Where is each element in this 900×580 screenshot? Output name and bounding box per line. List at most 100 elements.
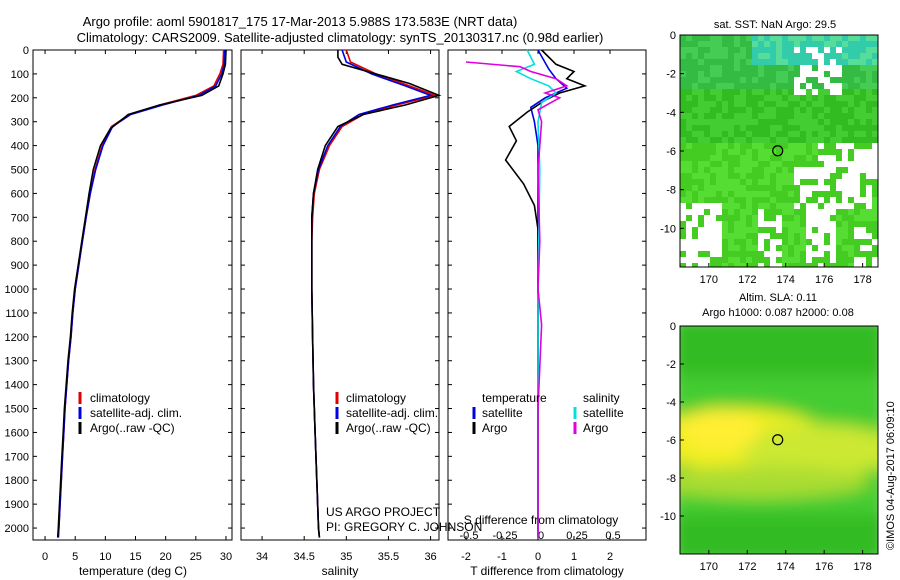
- sst-cell: [812, 179, 819, 186]
- sst-cell: [752, 203, 759, 210]
- sst-cell: [836, 251, 843, 258]
- sst-cell: [698, 137, 705, 144]
- sst-cell: [746, 257, 753, 264]
- sst-cell: [704, 89, 711, 96]
- depth-tick-label: 400: [11, 141, 29, 153]
- sst-cell: [848, 161, 855, 168]
- sst-cell: [752, 47, 759, 54]
- depth-tick-label: 500: [11, 165, 29, 177]
- sst-cell: [842, 107, 849, 114]
- sst-cell: [740, 149, 747, 156]
- sst-cell: [776, 149, 783, 156]
- sst-cell: [848, 233, 855, 240]
- sst-cell: [680, 65, 687, 72]
- sst-cell: [812, 83, 819, 90]
- sst-cell: [854, 185, 861, 192]
- sst-cell: [710, 113, 717, 120]
- sst-cell: [782, 227, 789, 234]
- sst-cell: [854, 143, 861, 150]
- sst-cell: [770, 185, 777, 192]
- sst-cell: [758, 227, 765, 234]
- sst-cell: [734, 143, 741, 150]
- sst-cell: [764, 113, 771, 120]
- sst-cell: [740, 257, 747, 264]
- sst-cell: [686, 227, 693, 234]
- sst-cell: [818, 263, 825, 267]
- sst-cell: [782, 89, 789, 96]
- sst-cell: [698, 191, 705, 198]
- sst-cell: [836, 59, 843, 66]
- sst-cell: [722, 257, 729, 264]
- sst-cell: [812, 59, 819, 66]
- sst-cell: [788, 239, 795, 246]
- sst-cell: [830, 77, 837, 84]
- sst-cell: [722, 173, 729, 180]
- sst-cell: [770, 257, 777, 264]
- sst-cell: [686, 71, 693, 78]
- depth-tick-label: 1000: [5, 284, 29, 296]
- sst-cell: [866, 107, 873, 114]
- sst-cell: [764, 59, 771, 66]
- sst-cell: [722, 263, 729, 267]
- x-tick-label: -1: [497, 551, 507, 563]
- sst-cell: [746, 245, 753, 252]
- sst-cell: [776, 71, 783, 78]
- sst-cell: [800, 125, 807, 132]
- sst-cell: [866, 155, 873, 162]
- sst-cell: [806, 65, 813, 72]
- sst-cell: [860, 89, 867, 96]
- legend-label-satellite: satellite-adj. clim.: [346, 406, 438, 420]
- sst-cell: [866, 215, 873, 222]
- sst-cell: [752, 125, 759, 132]
- sst-cell: [812, 239, 819, 246]
- sst-cell: [794, 251, 801, 258]
- sst-cell: [734, 209, 741, 216]
- sst-cell: [818, 131, 825, 138]
- sst-cell: [794, 209, 801, 216]
- sst-cell: [710, 131, 717, 138]
- sst-cell: [824, 209, 831, 216]
- sst-cell: [740, 191, 747, 198]
- sst-cell: [866, 89, 873, 96]
- sst-cell: [842, 257, 849, 264]
- sst-cell: [764, 257, 771, 264]
- sst-cell: [824, 95, 831, 102]
- sst-cell: [752, 113, 759, 120]
- sst-cell: [710, 137, 717, 144]
- sst-cell: [740, 215, 747, 222]
- sst-cell: [794, 65, 801, 72]
- sst-cell: [734, 173, 741, 180]
- sst-cell: [752, 137, 759, 144]
- sst-cell: [704, 53, 711, 60]
- sst-cell: [842, 125, 849, 132]
- sst-cell: [758, 113, 765, 120]
- sst-cell: [782, 65, 789, 72]
- s-tick-label: -0.25: [492, 530, 517, 542]
- sst-cell: [704, 257, 711, 264]
- sst-cell: [800, 191, 807, 198]
- sst-cell: [872, 191, 878, 198]
- series-line-argo: [56, 49, 227, 538]
- sst-cell: [860, 251, 867, 258]
- sst-cell: [704, 137, 711, 144]
- sst-cell: [746, 65, 753, 72]
- sst-cell: [806, 47, 813, 54]
- sst-cell: [758, 239, 765, 246]
- sst-cell: [842, 35, 849, 42]
- sst-cell: [806, 77, 813, 84]
- sst-cell: [686, 209, 693, 216]
- sst-cell: [692, 113, 699, 120]
- sst-cell: [800, 53, 807, 60]
- sst-cell: [680, 59, 687, 66]
- sst-cell: [860, 221, 867, 228]
- sla-map-axes: 170 172 174 176 178 0 -2 -4 -6 -8 -10: [660, 321, 872, 573]
- sst-cell: [806, 113, 813, 120]
- sst-cell: [830, 191, 837, 198]
- sst-cell: [746, 143, 753, 150]
- sst-cell: [824, 215, 831, 222]
- sst-cell: [728, 47, 735, 54]
- sst-cell: [758, 71, 765, 78]
- sst-cell: [860, 215, 867, 222]
- sst-cell: [794, 185, 801, 192]
- sst-cell: [728, 77, 735, 84]
